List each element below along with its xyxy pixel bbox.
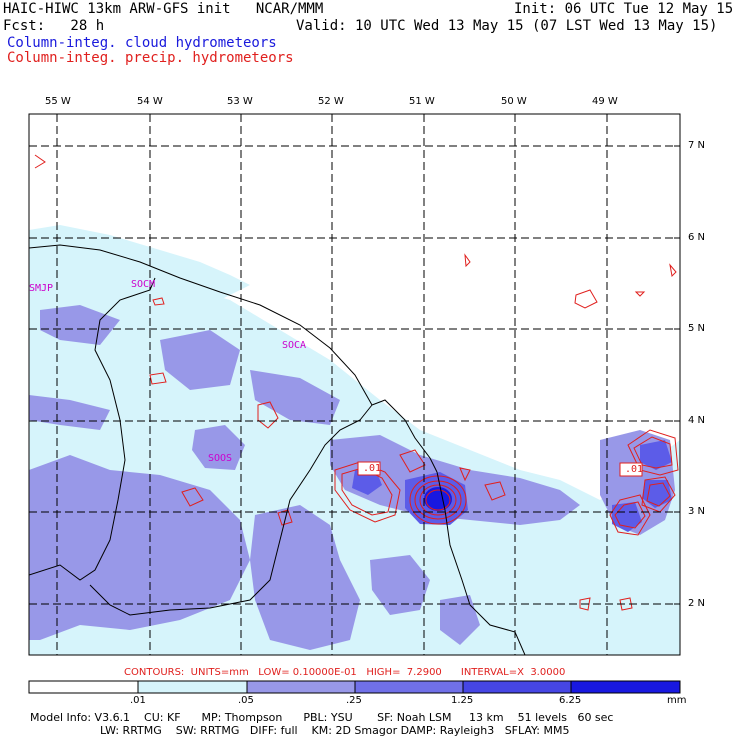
plot-title: HAIC-HIWC 13km ARW-GFS init NCAR/MMM <box>3 1 324 17</box>
station-label-soca: SOCA <box>282 340 307 351</box>
contour-label-box-2 <box>619 462 643 477</box>
lon-label: 51 W <box>409 96 435 107</box>
colorbar-tick: 6.25 <box>559 695 582 706</box>
lon-label: 50 W <box>501 96 527 107</box>
lat-label: 5 N <box>688 323 706 334</box>
contour-label-2: .01 <box>625 464 644 475</box>
lon-label: 55 W <box>45 96 71 107</box>
lon-label: 53 W <box>227 96 253 107</box>
lat-label: 2 N <box>688 598 706 609</box>
legend-cloud: Column-integ. cloud hydrometeors <box>7 35 277 51</box>
model-info-line2: LW: RRTMG SW: RRTMG DIFF: full KM: 2D Sm… <box>100 724 570 737</box>
colorbar-tick: .05 <box>238 695 254 706</box>
lon-label: 54 W <box>137 96 163 107</box>
valid-time: Valid: 10 UTC Wed 13 May 15 (07 LST Wed … <box>296 18 718 34</box>
lat-label: 7 N <box>688 140 706 151</box>
model-info-line1: Model Info: V3.6.1 CU: KF MP: Thompson P… <box>30 711 614 724</box>
contour-label-1: .01 <box>363 463 382 474</box>
lat-label: 3 N <box>688 506 706 517</box>
init-time: Init: 06 UTC Tue 12 May 15 <box>514 1 734 17</box>
contour-label-box-1 <box>357 461 381 476</box>
forecast-hour: Fcst: 28 h <box>3 18 105 34</box>
lon-label: 49 W <box>592 96 618 107</box>
legend-precip: Column-integ. precip. hydrometeors <box>7 50 294 66</box>
coastline <box>29 244 526 655</box>
lon-label: 52 W <box>318 96 344 107</box>
colorbar-tick: .25 <box>346 695 362 706</box>
contours-info: CONTOURS: UNITS=mm LOW= 0.10000E-01 HIGH… <box>124 667 566 678</box>
colorbar-tick: .01 <box>130 695 146 706</box>
colorbar-unit: mm <box>667 695 687 706</box>
station-label-socm: SOCM <box>131 279 156 290</box>
lat-label: 4 N <box>688 415 706 426</box>
cloud-field-darkest <box>424 487 452 511</box>
station-label-soos: SOOS <box>208 453 233 464</box>
lat-label: 6 N <box>688 232 706 243</box>
axis-ticks <box>56 114 680 605</box>
graticule <box>29 114 680 655</box>
colorbar-tick: 1.25 <box>451 695 474 706</box>
station-label-smjp: SMJP <box>29 283 54 294</box>
